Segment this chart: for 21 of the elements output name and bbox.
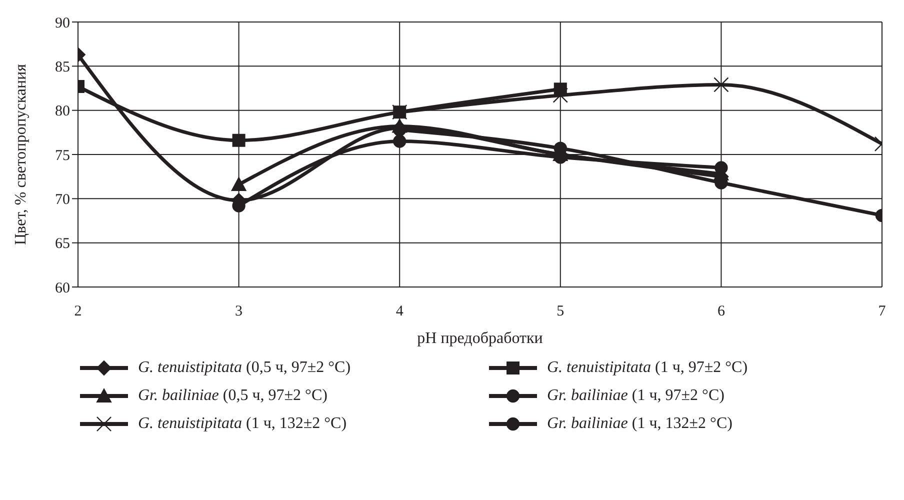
- legend-label: G. tenuistipitata (0,5 ч, 97±2 °C): [138, 359, 351, 377]
- y-tick-label: 70: [55, 192, 70, 208]
- x-tick-label: 5: [556, 304, 564, 320]
- x-axis-title: pH предобработки: [417, 330, 544, 347]
- x-tick-label: 7: [878, 304, 886, 320]
- legend-label: G. tenuistipitata (1 ч, 132±2 °C): [138, 415, 347, 433]
- y-tick-label: 80: [55, 104, 70, 120]
- x-tick-label: 6: [717, 304, 726, 320]
- legend-label: Gr. bailiniae (1 ч, 132±2 °C): [547, 415, 732, 433]
- y-tick-label: 85: [55, 59, 70, 76]
- x-tick-label: 3: [235, 304, 243, 320]
- y-tick-label: 65: [55, 236, 70, 252]
- legend-label: Gr. bailiniae (1 ч, 97±2 °C): [547, 387, 724, 405]
- y-tick-label: 60: [55, 280, 70, 296]
- legend-label: G. tenuistipitata (1 ч, 97±2 °C): [547, 359, 748, 377]
- y-axis-title: Цвет, % светопропускания: [12, 63, 30, 246]
- x-tick-label: 2: [74, 304, 82, 320]
- y-tick-label: 75: [55, 148, 70, 164]
- legend-label: Gr. bailiniae (0,5 ч, 97±2 °C): [138, 387, 328, 405]
- x-tick-label: 4: [396, 304, 404, 320]
- y-tick-label: 90: [55, 15, 70, 32]
